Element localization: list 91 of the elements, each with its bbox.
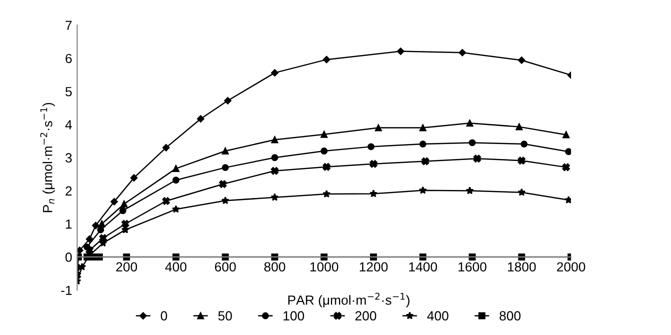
- point: [77, 246, 84, 254]
- point: [130, 174, 138, 182]
- point: [466, 120, 474, 127]
- y-tick-label: 7: [66, 20, 72, 30]
- point: [322, 163, 330, 171]
- point: [466, 186, 474, 194]
- point: [518, 56, 526, 64]
- point: [374, 124, 382, 132]
- point: [221, 196, 230, 204]
- point: [468, 139, 476, 146]
- point: [370, 160, 378, 168]
- point: [121, 226, 130, 234]
- point: [123, 254, 130, 260]
- point: [518, 188, 526, 196]
- y-tick-label: 4: [65, 120, 72, 130]
- point: [473, 154, 482, 162]
- point: [119, 207, 126, 214]
- point: [320, 254, 328, 260]
- x-tick-label: 200: [116, 262, 138, 272]
- point: [322, 56, 330, 64]
- point: [222, 148, 229, 154]
- legend-label: 0: [160, 311, 168, 321]
- point: [516, 123, 523, 130]
- x-tick-label: 800: [264, 262, 286, 272]
- y-tick-label: 3: [65, 153, 72, 163]
- point: [270, 167, 279, 175]
- y-tick-label: 5: [65, 87, 72, 96]
- x-tick-label: 2000: [557, 262, 586, 272]
- point: [270, 193, 279, 201]
- point: [98, 220, 106, 228]
- x-axis-title: PAR (μmol·m$^{−2}$·s$^{−1}$): [288, 292, 410, 308]
- point: [419, 124, 426, 132]
- point: [162, 144, 170, 152]
- y-tick-label: 1: [66, 220, 72, 229]
- x-tick-label: 600: [214, 262, 236, 272]
- x-tick-label: 1000: [310, 262, 338, 272]
- point: [419, 254, 426, 260]
- point: [368, 143, 374, 150]
- y-tick-label: -1: [61, 286, 72, 295]
- y-tick-label: 6: [66, 54, 72, 64]
- point: [458, 48, 466, 56]
- point: [222, 254, 229, 260]
- point: [110, 198, 118, 206]
- x-tick-label: 400: [165, 262, 186, 272]
- point: [219, 180, 227, 188]
- point: [121, 220, 130, 228]
- point: [518, 254, 526, 260]
- x-tick-label: 1800: [508, 262, 536, 272]
- point: [172, 205, 180, 213]
- point: [271, 136, 278, 144]
- point: [97, 226, 104, 234]
- point: [565, 148, 572, 156]
- point: [162, 197, 170, 205]
- point: [92, 222, 100, 230]
- point: [172, 254, 180, 260]
- legend-label: 100: [284, 311, 304, 321]
- point: [370, 254, 377, 260]
- x-tick-label: 1200: [360, 262, 388, 272]
- legend-label: 50: [218, 311, 232, 321]
- y-tick-label: 0: [65, 252, 72, 262]
- point: [271, 154, 278, 162]
- point: [196, 115, 204, 123]
- legend-label: 800: [500, 311, 521, 321]
- point: [562, 163, 570, 172]
- x-tick-label: 1400: [409, 262, 438, 272]
- point: [320, 130, 328, 138]
- point: [99, 234, 107, 242]
- point: [562, 131, 570, 138]
- point: [271, 254, 278, 260]
- legend-label: 200: [355, 311, 376, 321]
- point: [120, 200, 128, 208]
- point: [369, 190, 378, 198]
- y-axis-title: P$_{n}$ (μmol·m$^{−2}$·s$^{−1}$): [40, 102, 55, 212]
- point: [419, 140, 426, 148]
- point: [418, 186, 427, 194]
- point: [564, 196, 572, 204]
- point: [271, 69, 278, 76]
- point: [86, 235, 94, 243]
- point: [320, 148, 328, 154]
- y-tick-label: 2: [66, 186, 72, 196]
- point: [224, 97, 232, 104]
- point: [172, 176, 180, 184]
- point: [222, 164, 229, 172]
- point: [520, 140, 528, 148]
- legend-label: 400: [427, 311, 448, 321]
- point: [422, 157, 430, 166]
- point: [518, 156, 526, 164]
- point: [397, 48, 404, 55]
- point: [322, 190, 331, 198]
- point: [172, 165, 180, 172]
- x-tick-label: 1600: [458, 262, 486, 272]
